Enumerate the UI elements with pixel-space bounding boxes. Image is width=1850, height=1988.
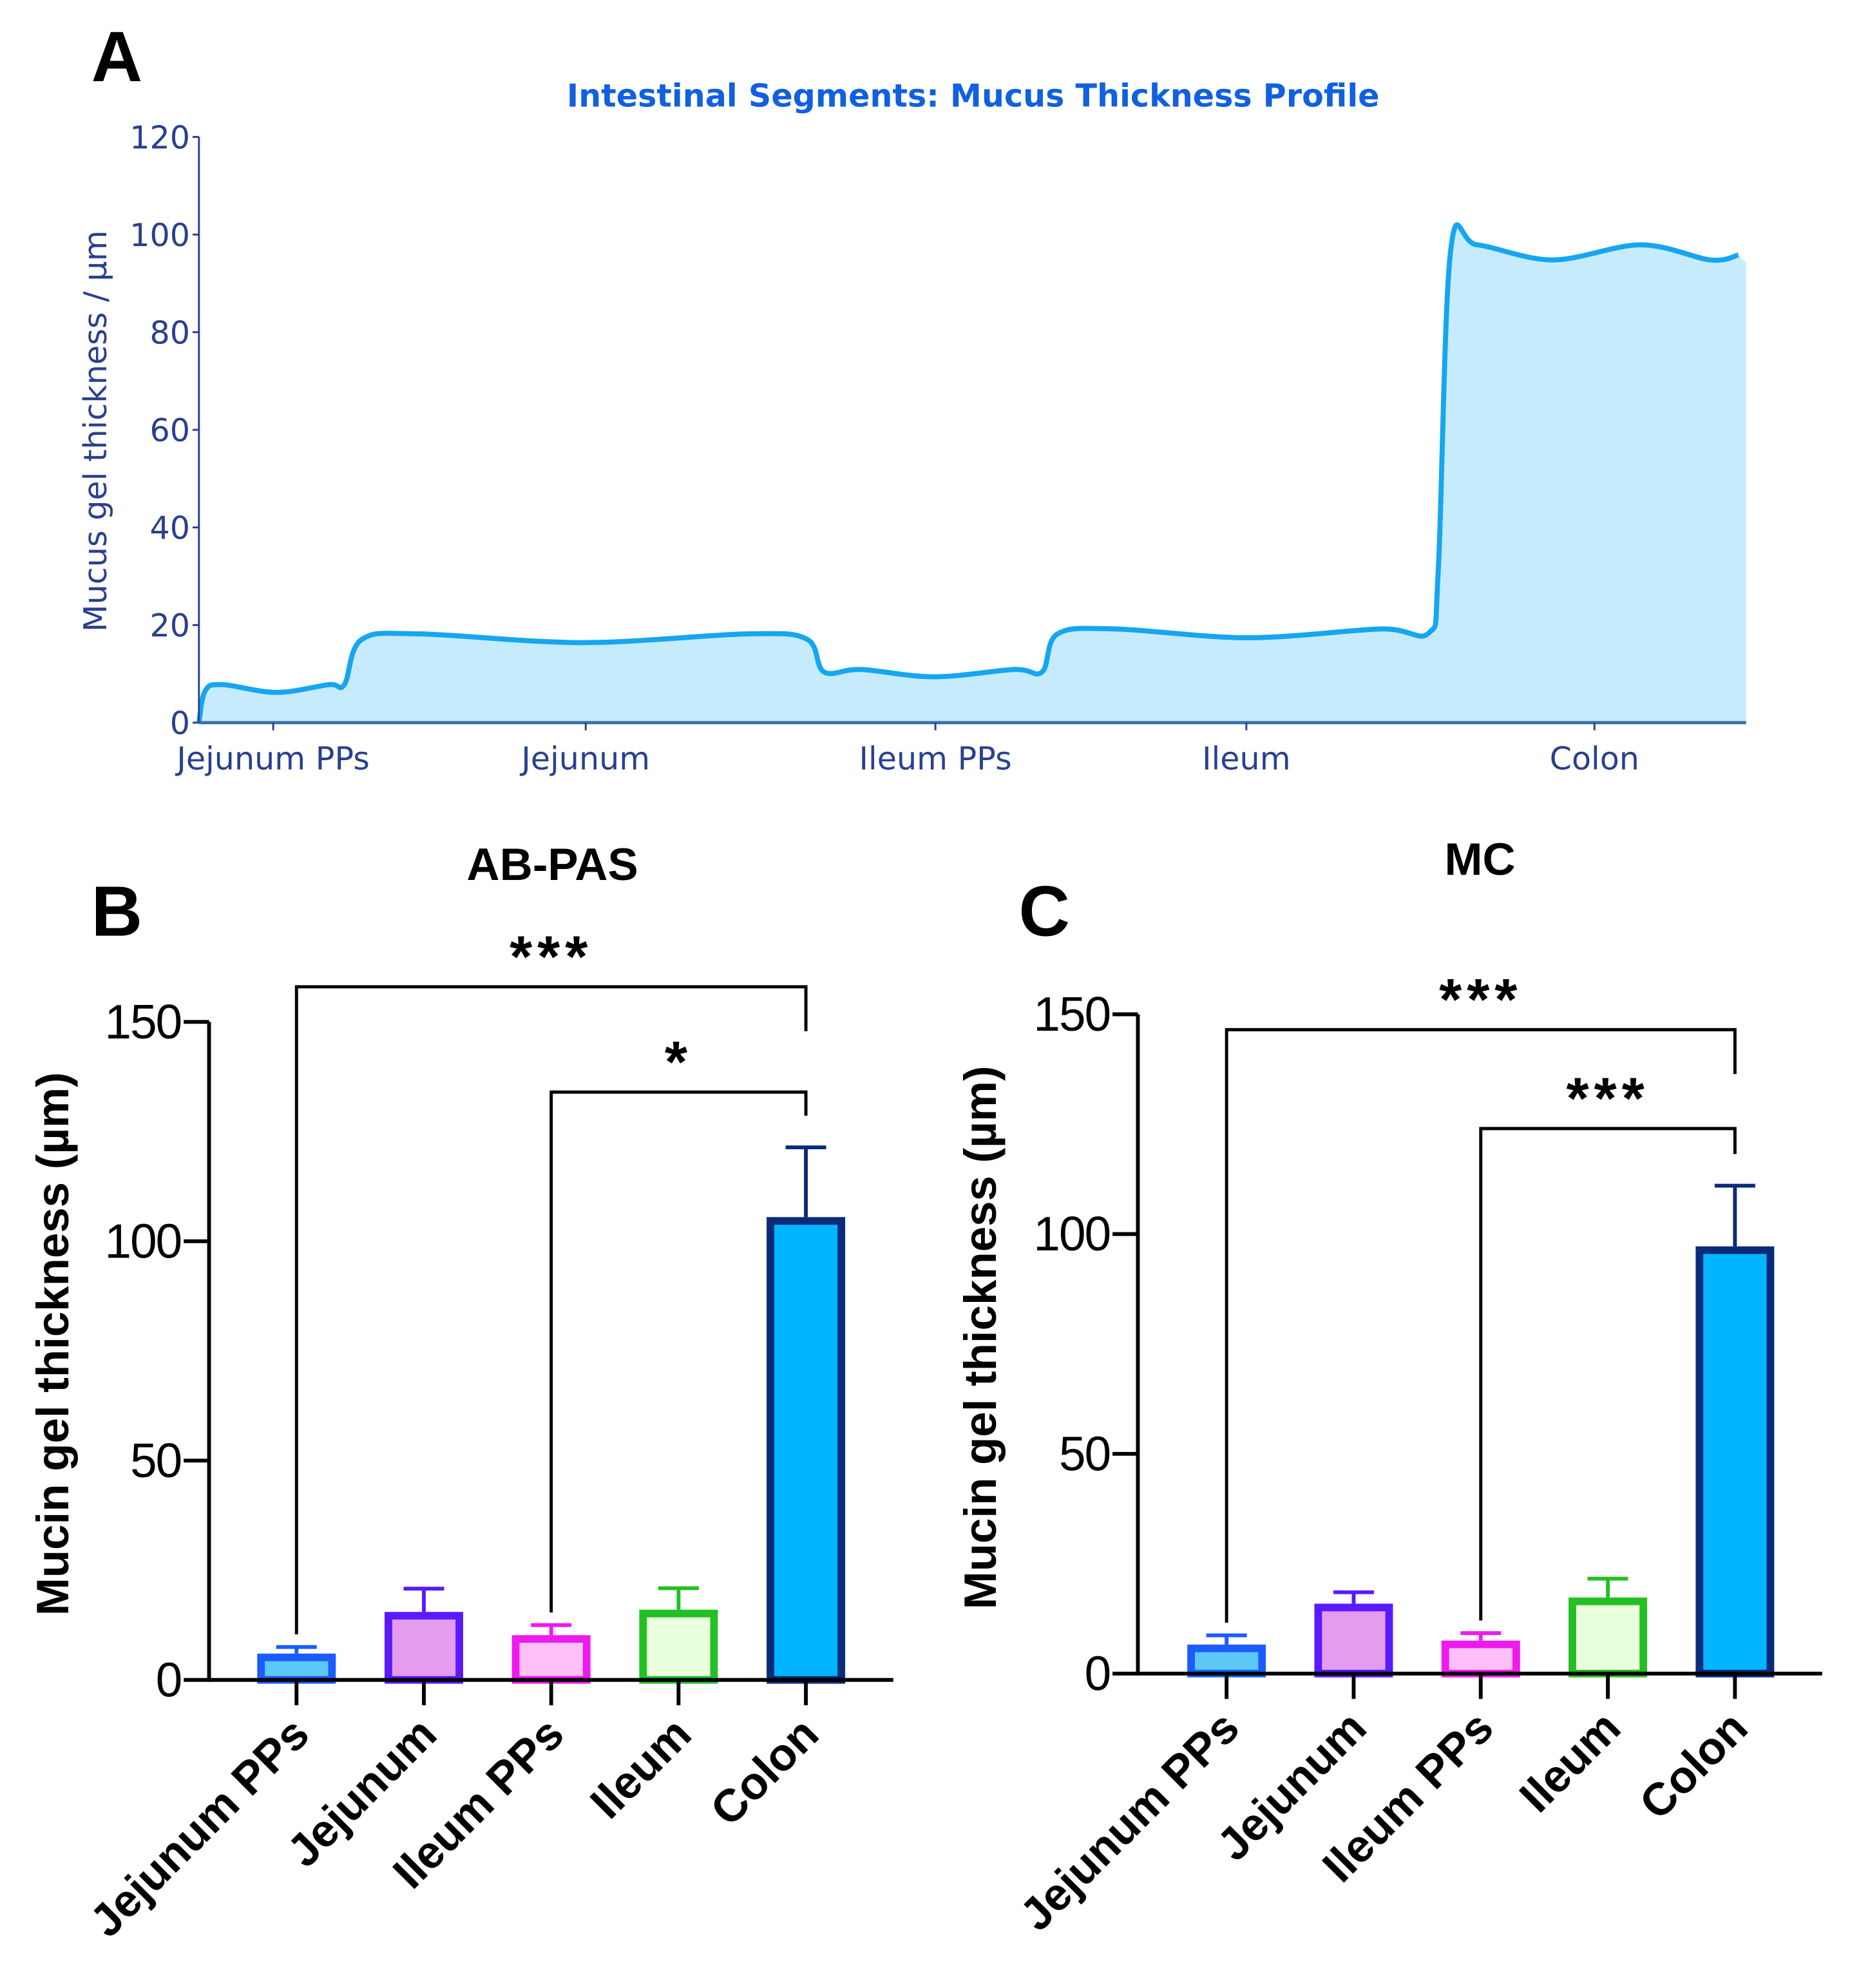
bar-ileum-pps bbox=[1441, 1640, 1520, 1677]
x-tick-label: Jejunum PPs bbox=[1011, 1702, 1249, 1940]
bar-ileum bbox=[639, 1609, 718, 1684]
chart-b-title: AB-PAS bbox=[467, 839, 638, 890]
bar-jejunum-pps bbox=[257, 1653, 336, 1684]
y-tick-label: 20 bbox=[149, 607, 190, 644]
chart-c-ylabel: Mucin gel thickness (µm) bbox=[955, 1066, 1006, 1609]
bar-jejunum bbox=[385, 1612, 463, 1684]
y-tick-label: 100 bbox=[1033, 1207, 1110, 1261]
profile-line bbox=[196, 222, 1739, 723]
y-tick-label: 40 bbox=[149, 509, 190, 546]
y-tick-label: 150 bbox=[105, 995, 182, 1049]
y-tick-label: 0 bbox=[170, 705, 190, 742]
significance-label: *** bbox=[1566, 1066, 1649, 1131]
significance-bracket bbox=[1225, 1027, 1737, 1623]
bar-ileum bbox=[1569, 1597, 1648, 1677]
chart-c-title: MC bbox=[1445, 834, 1516, 885]
x-tick-label: Jejunum PPs bbox=[81, 1708, 319, 1947]
x-tick-label: Ileum PPs bbox=[859, 740, 1012, 778]
y-tick-label: 50 bbox=[1059, 1426, 1110, 1480]
chart-b-ylabel: Mucin gel thickness (µm) bbox=[28, 1072, 79, 1616]
chart-c-mc: MC Mucin gel thickness (µm) 0 50 100 150 Jej… bbox=[955, 834, 1822, 1940]
significance-bracket bbox=[294, 985, 808, 1634]
x-tick-label: Jejunum bbox=[519, 740, 650, 778]
panel-label-b: B bbox=[91, 872, 143, 951]
significance-bracket bbox=[1479, 1127, 1737, 1621]
x-tick-label: Colon bbox=[1630, 1702, 1758, 1830]
x-tick-label: Colon bbox=[701, 1708, 828, 1836]
chart-a-title: Intestinal Segments: Mucus Thickness Pro… bbox=[567, 77, 1380, 114]
significance-bracket bbox=[549, 1090, 808, 1612]
x-tick-label: Ileum bbox=[581, 1708, 701, 1829]
y-tick-label: 0 bbox=[156, 1652, 182, 1706]
bar-jejunum-pps bbox=[1187, 1644, 1266, 1677]
y-tick-label: 50 bbox=[130, 1433, 181, 1487]
significance-label: *** bbox=[1439, 968, 1522, 1033]
x-tick-label: Ileum bbox=[1202, 740, 1290, 778]
x-tick-label: Colon bbox=[1550, 740, 1639, 778]
significance-label: * bbox=[665, 1029, 692, 1094]
y-tick-label: 100 bbox=[129, 216, 190, 254]
chart-b-ab-pas: AB-PAS Mucin gel thickness (µm) 0 50 100 15… bbox=[28, 839, 893, 1947]
y-tick-label: 60 bbox=[149, 412, 190, 449]
bar-colon bbox=[1695, 1246, 1775, 1677]
bar-ileum-pps bbox=[511, 1635, 591, 1684]
significance-label: *** bbox=[510, 924, 593, 989]
y-tick-label: 80 bbox=[149, 314, 190, 351]
bar-jejunum bbox=[1314, 1603, 1393, 1677]
x-tick-label: Ileum bbox=[1510, 1702, 1630, 1822]
y-tick-label: 150 bbox=[1033, 987, 1110, 1041]
bar-colon bbox=[767, 1217, 846, 1684]
y-tick-label: 100 bbox=[105, 1214, 182, 1268]
panel-label-c: C bbox=[1019, 872, 1071, 951]
y-tick-label: 0 bbox=[1085, 1646, 1111, 1700]
chart-a-profile: Intestinal Segments: Mucus Thickness Pro… bbox=[77, 77, 1746, 778]
chart-a-ylabel: Mucus gel thickness / µm bbox=[77, 230, 114, 631]
y-tick-label: 120 bbox=[129, 119, 190, 156]
x-tick-label: Jejunum PPs bbox=[175, 740, 370, 778]
profile-area-fill bbox=[198, 225, 1746, 723]
panel-label-a: A bbox=[91, 17, 143, 97]
